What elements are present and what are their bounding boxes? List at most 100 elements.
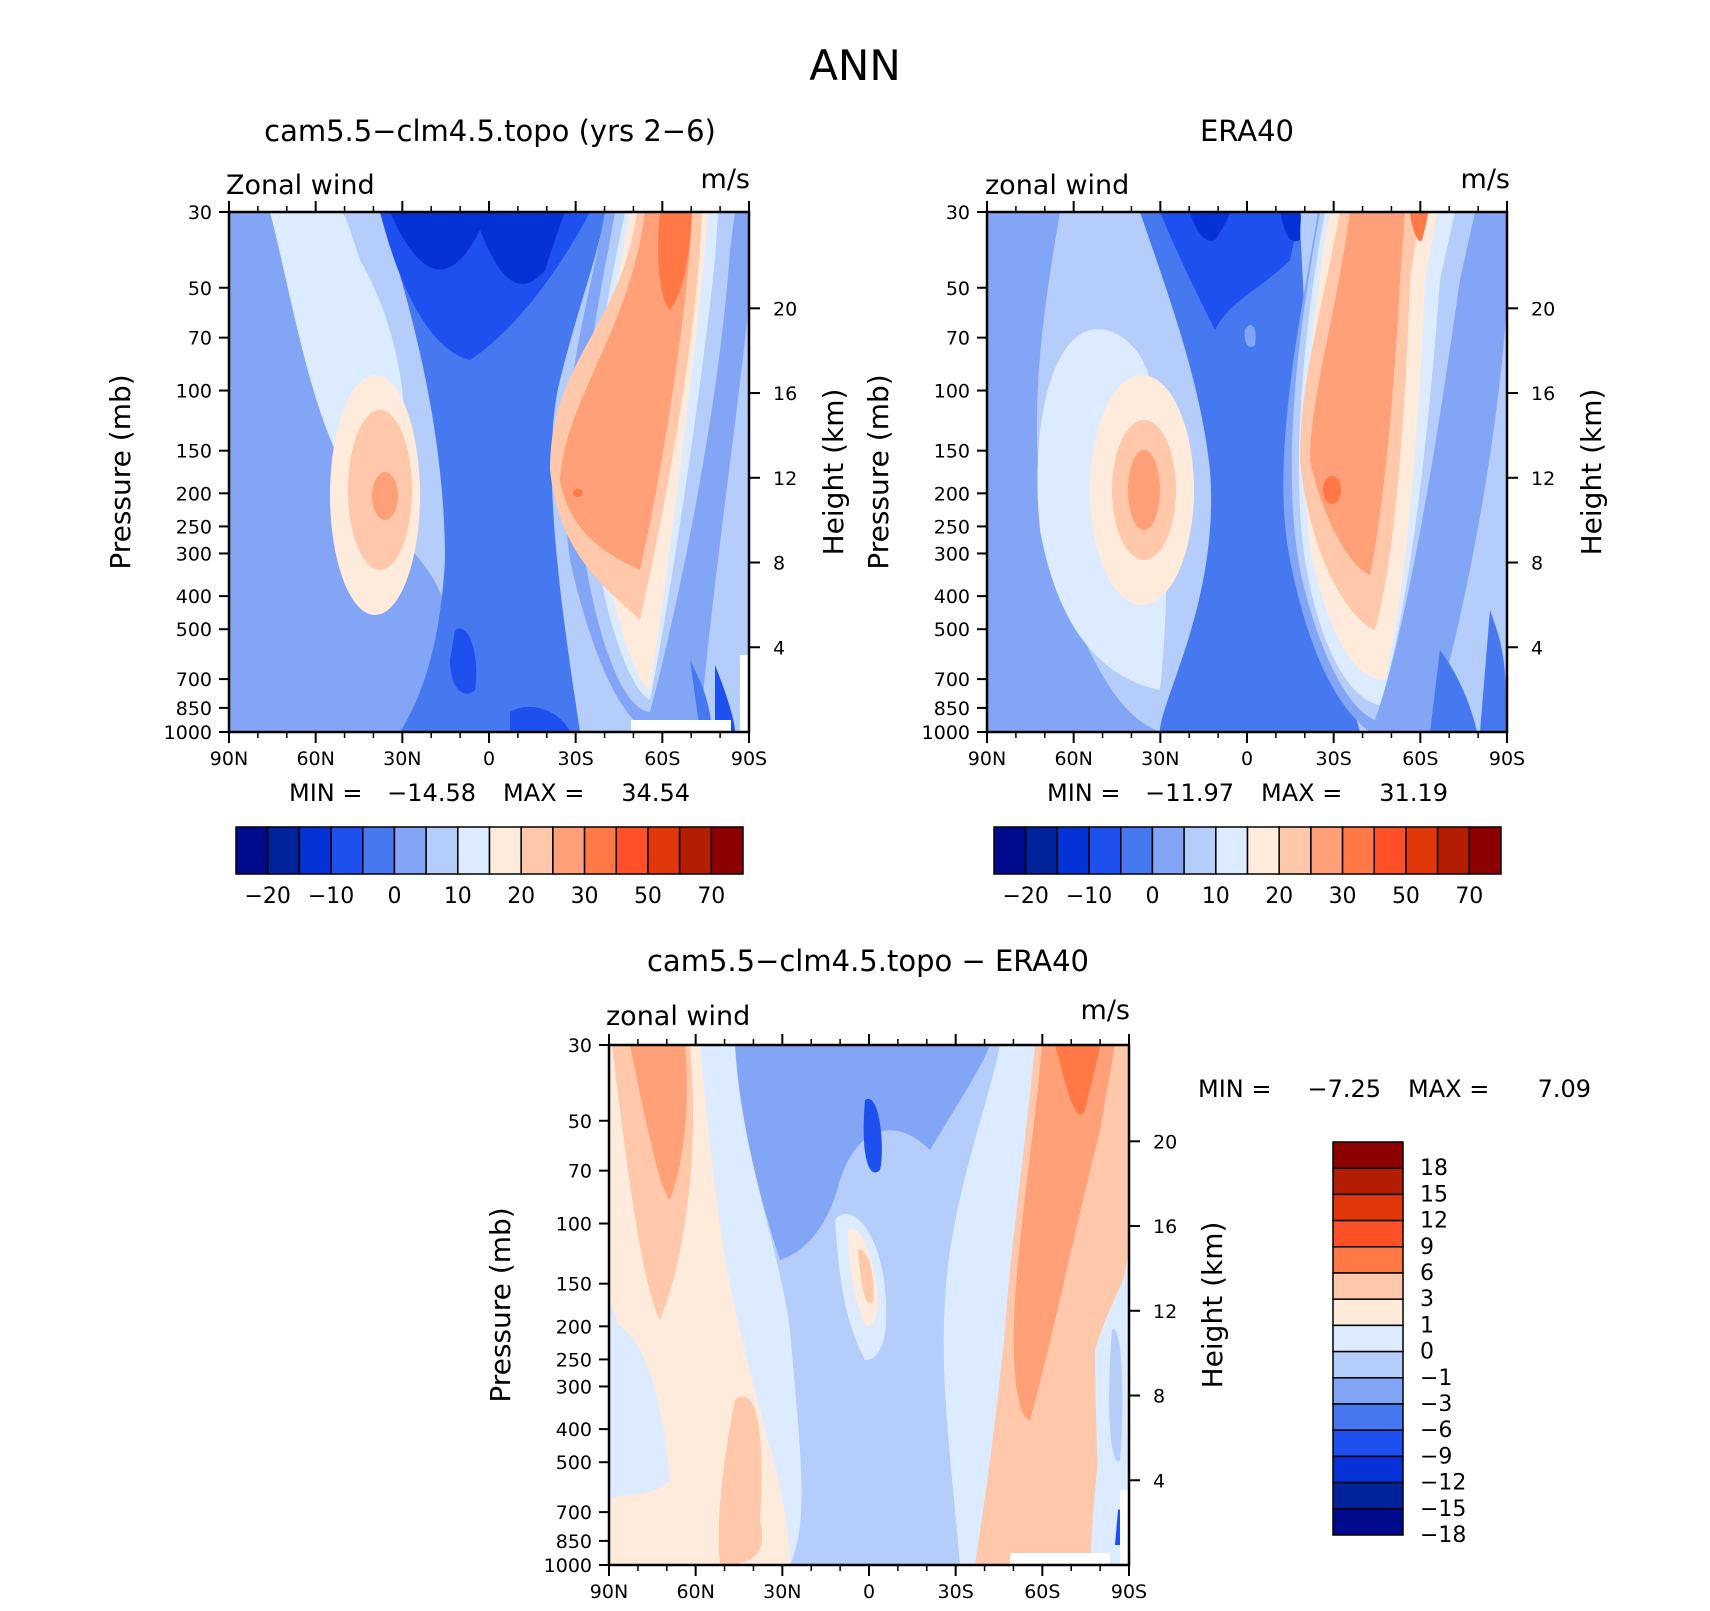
min-label: MIN = bbox=[1047, 779, 1120, 807]
colorbar-label: 30 bbox=[1329, 884, 1357, 909]
colorbar-label: 10 bbox=[444, 884, 472, 909]
y-tick-label: 30 bbox=[946, 202, 970, 224]
contour-band bbox=[630, 1045, 687, 1200]
colorbar-label: 0 bbox=[387, 884, 401, 909]
y-tick-label: 500 bbox=[556, 1452, 592, 1474]
y-tick-label: 400 bbox=[934, 586, 970, 608]
colorbar-label: 50 bbox=[1392, 884, 1420, 909]
contour-band bbox=[1280, 212, 1301, 242]
colorbar-swatch bbox=[1088, 826, 1122, 875]
contour-band bbox=[380, 212, 605, 732]
x-axis: 90N 60N 30N 0 30S 60S 90S bbox=[210, 201, 767, 770]
missing-data-mask bbox=[740, 655, 749, 732]
contour-band bbox=[1160, 212, 1300, 330]
y-tick-label: 500 bbox=[176, 619, 212, 641]
colorbar-swatch bbox=[330, 826, 364, 875]
y-axis-title: Pressure (mb) bbox=[104, 374, 137, 569]
y-tick-label: 50 bbox=[946, 278, 970, 300]
missing-data-mask bbox=[1010, 1553, 1110, 1565]
y-right-tick-label: 12 bbox=[1531, 468, 1555, 490]
x-axis: 90N 60N 30N 0 30S 60S 90S bbox=[968, 201, 1525, 770]
x-tick-label: 90N bbox=[590, 1581, 628, 1603]
y-tick-label: 200 bbox=[556, 1316, 592, 1338]
colorbar-swatch bbox=[1332, 1298, 1404, 1327]
y-axis-title: Pressure (mb) bbox=[862, 374, 895, 569]
y-tick-label: 1000 bbox=[164, 722, 212, 744]
missing-data-mask bbox=[1120, 1490, 1129, 1565]
colorbar-label: −3 bbox=[1420, 1392, 1452, 1417]
x-tick-label: 60S bbox=[1024, 1581, 1060, 1603]
colorbar-swatch bbox=[1332, 1141, 1404, 1169]
x-axis: 90N 60N 30N 0 30S 60S 90S bbox=[590, 1034, 1147, 1603]
y-tick-label: 850 bbox=[556, 1531, 592, 1553]
y-tick-label: 200 bbox=[934, 483, 970, 505]
colorbar-swatch bbox=[1341, 826, 1375, 875]
y-tick-label: 150 bbox=[176, 441, 212, 463]
contour-field bbox=[987, 212, 1507, 732]
y-right-tick-label: 12 bbox=[773, 468, 797, 490]
colorbar-label: 20 bbox=[1265, 884, 1293, 909]
x-tick-label: 60S bbox=[1402, 748, 1438, 770]
x-tick-label: 90S bbox=[1489, 748, 1525, 770]
difference-panel: cam5.5−clm4.5.topo − ERA40 zonal wind m/… bbox=[484, 944, 1591, 1603]
colorbar-swatch bbox=[1024, 826, 1059, 875]
contour-band bbox=[658, 212, 692, 310]
colorbar-swatch bbox=[1468, 826, 1502, 875]
colorbar-swatch bbox=[1183, 826, 1217, 875]
contour-band bbox=[1128, 450, 1160, 530]
units-label: m/s bbox=[701, 164, 750, 195]
colorbar-swatch bbox=[1332, 1377, 1404, 1405]
y-tick-label: 850 bbox=[176, 698, 212, 720]
y-tick-label: 300 bbox=[934, 543, 970, 565]
colorbar-label: −20 bbox=[244, 884, 290, 909]
colorbar-label: −18 bbox=[1420, 1523, 1466, 1548]
max-label: MAX = bbox=[503, 779, 584, 807]
contour-band bbox=[560, 212, 692, 570]
colorbar-swatch bbox=[1310, 826, 1344, 875]
panel-title: cam5.5−clm4.5.topo (yrs 2−6) bbox=[264, 114, 716, 148]
colorbar-label: 0 bbox=[1420, 1340, 1434, 1365]
missing-data-mask bbox=[631, 720, 731, 732]
colorbar-label: 30 bbox=[571, 884, 599, 909]
variable-label: Zonal wind bbox=[226, 170, 375, 201]
x-tick-label: 0 bbox=[1241, 748, 1253, 770]
colorbar-swatch bbox=[1278, 826, 1312, 875]
contour-band bbox=[1013, 1045, 1115, 1420]
colorbar: −20 −10 0 10 20 30 50 70 bbox=[235, 826, 744, 909]
contour-band bbox=[1190, 212, 1230, 241]
colorbar-swatch bbox=[457, 826, 491, 875]
colorbar-swatch bbox=[298, 826, 332, 875]
colorbar-swatch bbox=[552, 826, 586, 875]
contour-band bbox=[390, 212, 565, 285]
y-axis-right: 20 16 12 8 4 bbox=[749, 298, 797, 659]
colorbar-label: 50 bbox=[634, 884, 662, 909]
colorbar-label: 1 bbox=[1420, 1313, 1434, 1338]
colorbar-swatch bbox=[710, 826, 744, 875]
colorbar-swatch bbox=[1332, 1350, 1404, 1379]
y-tick-label: 30 bbox=[188, 202, 212, 224]
colorbar-swatch bbox=[1405, 826, 1439, 875]
y-axis-right: 20 16 12 8 4 bbox=[1129, 1131, 1177, 1492]
y-tick-label: 30 bbox=[568, 1035, 592, 1057]
contour-band bbox=[510, 706, 570, 732]
units-label: m/s bbox=[1081, 995, 1130, 1026]
colorbar-label: −15 bbox=[1420, 1497, 1466, 1522]
max-label: MAX = bbox=[1408, 1075, 1489, 1103]
colorbar-label: −10 bbox=[308, 884, 354, 909]
colorbar-swatch bbox=[583, 826, 617, 875]
contour-band bbox=[987, 212, 1160, 732]
contour-band bbox=[1109, 1329, 1123, 1462]
x-tick-label: 30S bbox=[558, 748, 594, 770]
colorbar-label: −6 bbox=[1420, 1418, 1452, 1443]
x-tick-label: 30S bbox=[938, 1581, 974, 1603]
contour-band bbox=[863, 1098, 882, 1173]
min-value: −14.58 bbox=[387, 779, 476, 807]
y-right-tick-label: 12 bbox=[1153, 1301, 1177, 1323]
y-tick-label: 300 bbox=[176, 543, 212, 565]
colorbar-swatch bbox=[1332, 1246, 1404, 1274]
y-tick-label: 250 bbox=[176, 516, 212, 538]
colorbar-label: 70 bbox=[697, 884, 725, 909]
